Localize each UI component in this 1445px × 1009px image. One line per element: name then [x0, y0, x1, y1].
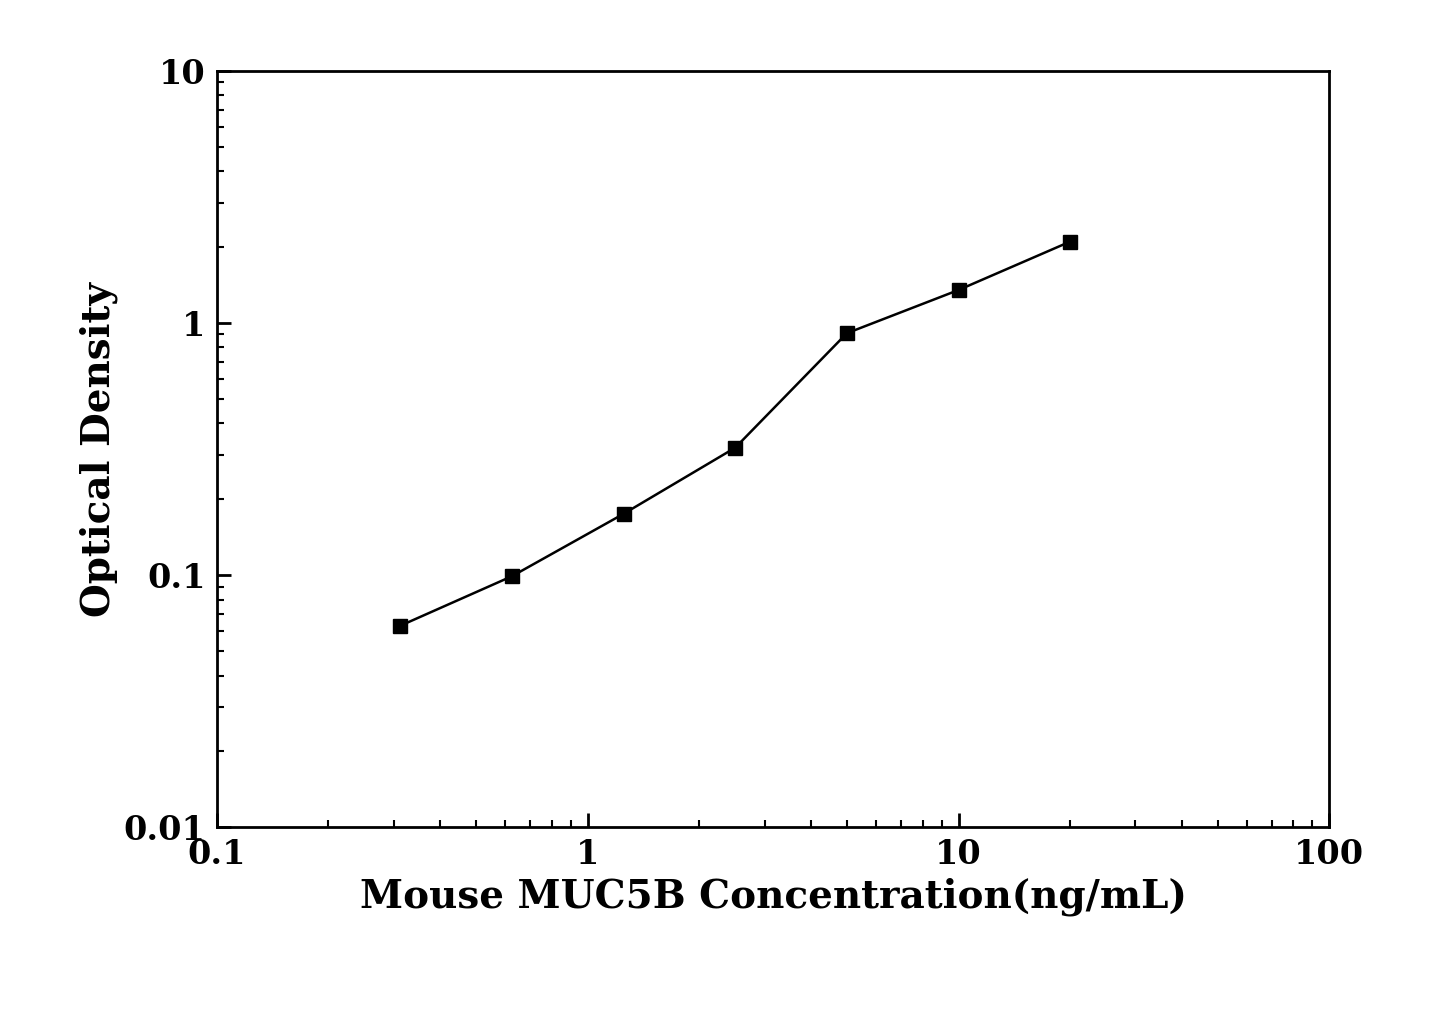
- Y-axis label: Optical Density: Optical Density: [79, 282, 118, 616]
- X-axis label: Mouse MUC5B Concentration(ng/mL): Mouse MUC5B Concentration(ng/mL): [360, 877, 1186, 915]
